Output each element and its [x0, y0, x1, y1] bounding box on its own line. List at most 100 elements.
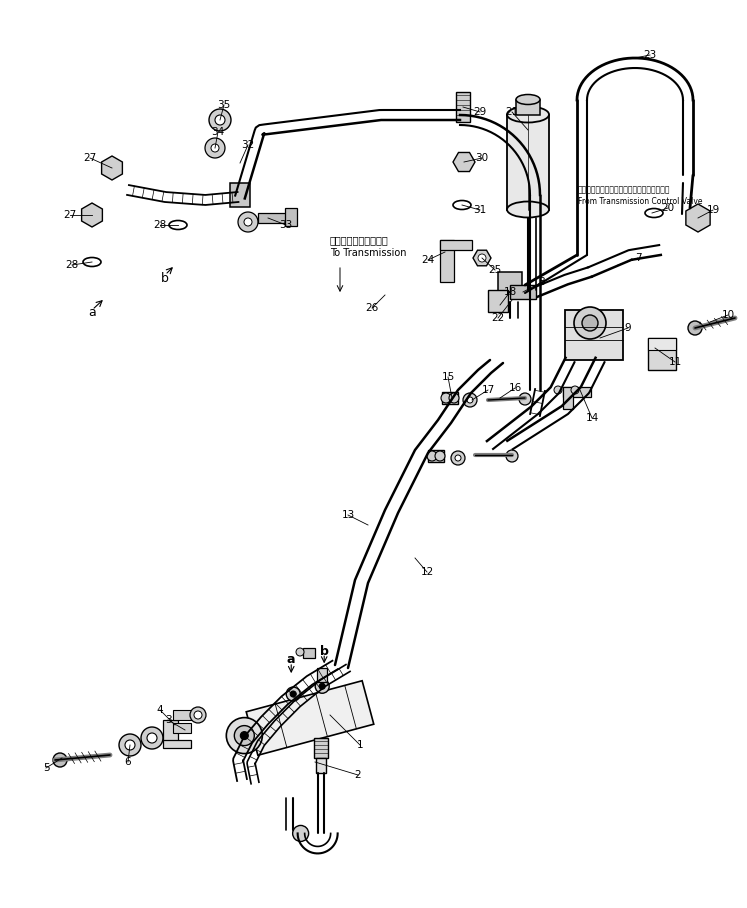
Text: 30: 30 — [475, 153, 489, 163]
Polygon shape — [453, 153, 475, 172]
Circle shape — [194, 711, 202, 719]
Bar — [456, 92, 470, 122]
Bar — [565, 310, 623, 360]
Text: トランスミッションへ: トランスミッションへ — [330, 235, 388, 245]
Text: 16: 16 — [509, 383, 521, 393]
Text: a: a — [88, 305, 96, 319]
Text: 28: 28 — [153, 220, 167, 230]
Bar — [563, 387, 573, 409]
Text: 8: 8 — [539, 277, 545, 287]
Circle shape — [296, 648, 304, 656]
Bar — [498, 272, 522, 292]
Text: 26: 26 — [365, 303, 379, 313]
Circle shape — [238, 212, 258, 232]
Text: 20: 20 — [661, 203, 675, 213]
Bar — [285, 208, 297, 226]
Circle shape — [435, 451, 445, 461]
Text: From Transmission Control Valve: From Transmission Control Valve — [578, 198, 702, 206]
Circle shape — [449, 393, 459, 403]
Text: 35: 35 — [217, 100, 231, 110]
Bar — [516, 100, 540, 114]
Bar — [510, 285, 536, 299]
Text: 24: 24 — [421, 255, 435, 265]
Circle shape — [319, 683, 325, 689]
Bar — [488, 290, 508, 312]
Circle shape — [119, 734, 141, 756]
Circle shape — [209, 109, 231, 131]
Circle shape — [226, 717, 262, 754]
Bar — [258, 213, 293, 223]
Circle shape — [467, 397, 473, 403]
Text: b: b — [161, 271, 169, 284]
Text: 31: 31 — [474, 205, 486, 215]
Bar — [230, 183, 250, 207]
Text: 21: 21 — [506, 107, 518, 117]
Text: a: a — [287, 653, 296, 666]
Circle shape — [211, 144, 219, 152]
Bar — [440, 240, 472, 250]
Polygon shape — [81, 203, 102, 227]
Circle shape — [293, 825, 309, 842]
Text: 2: 2 — [355, 770, 362, 780]
Circle shape — [451, 451, 465, 465]
Polygon shape — [247, 681, 374, 755]
Circle shape — [441, 393, 451, 403]
Circle shape — [147, 733, 157, 743]
Circle shape — [53, 753, 67, 767]
Text: 23: 23 — [643, 50, 657, 60]
Circle shape — [519, 393, 531, 405]
Circle shape — [574, 307, 606, 339]
Circle shape — [244, 218, 252, 226]
Text: 5: 5 — [43, 763, 49, 773]
Text: To Transmission: To Transmission — [330, 248, 406, 258]
Bar — [442, 392, 458, 404]
Circle shape — [455, 455, 461, 461]
Circle shape — [291, 691, 297, 697]
Bar — [316, 758, 326, 774]
Circle shape — [506, 450, 518, 462]
Circle shape — [688, 321, 702, 335]
Circle shape — [205, 138, 225, 158]
Bar — [317, 668, 327, 682]
Text: 27: 27 — [84, 153, 96, 163]
Text: b: b — [320, 645, 329, 657]
Bar — [563, 387, 591, 397]
Text: 14: 14 — [586, 413, 598, 423]
Text: 4: 4 — [157, 705, 164, 715]
Text: 22: 22 — [492, 313, 505, 323]
Circle shape — [286, 687, 300, 701]
Text: トランスミッションコントロールバルブから: トランスミッションコントロールバルブから — [578, 185, 671, 194]
Circle shape — [315, 679, 329, 694]
Text: 11: 11 — [669, 357, 681, 367]
Polygon shape — [686, 204, 710, 232]
Circle shape — [582, 315, 598, 331]
Circle shape — [554, 386, 562, 394]
Circle shape — [215, 115, 225, 125]
Polygon shape — [473, 251, 491, 266]
Text: 12: 12 — [421, 567, 433, 577]
Text: 15: 15 — [441, 372, 455, 382]
Circle shape — [463, 393, 477, 407]
Text: 27: 27 — [63, 210, 77, 220]
Bar — [314, 738, 328, 758]
Bar — [173, 723, 191, 733]
Polygon shape — [102, 156, 123, 180]
Text: 32: 32 — [241, 140, 255, 150]
Text: 28: 28 — [66, 260, 78, 270]
Text: 3: 3 — [164, 715, 171, 725]
Circle shape — [241, 732, 248, 740]
Circle shape — [571, 386, 579, 394]
Text: 9: 9 — [624, 323, 631, 333]
Circle shape — [125, 740, 135, 750]
Bar — [303, 648, 315, 658]
Bar — [173, 710, 195, 720]
Circle shape — [478, 254, 486, 262]
Text: 7: 7 — [635, 253, 642, 263]
Bar — [163, 740, 191, 748]
Circle shape — [141, 727, 163, 749]
Ellipse shape — [516, 94, 540, 104]
Text: 17: 17 — [481, 385, 495, 395]
Bar — [648, 338, 676, 350]
Circle shape — [427, 451, 437, 461]
Bar — [507, 114, 549, 210]
